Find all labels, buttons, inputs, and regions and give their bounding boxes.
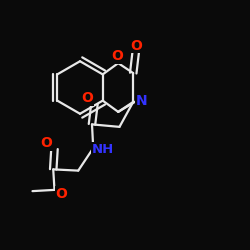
Text: N: N [136, 94, 148, 108]
Text: NH: NH [92, 143, 114, 156]
Text: O: O [40, 136, 52, 150]
Text: O: O [81, 91, 93, 106]
Text: O: O [56, 186, 68, 200]
Text: O: O [130, 38, 142, 52]
Text: O: O [111, 49, 123, 63]
